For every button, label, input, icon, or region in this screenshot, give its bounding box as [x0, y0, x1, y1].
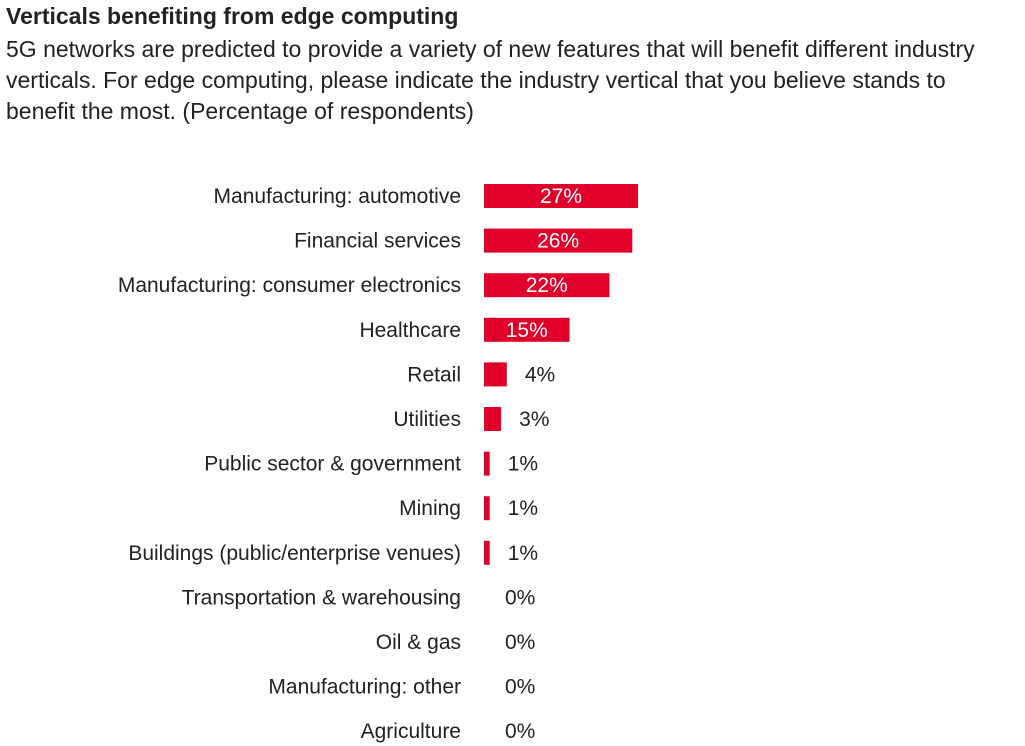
category-label: Manufacturing: consumer electronics: [118, 274, 461, 297]
chart-title: Verticals benefiting from edge computing: [6, 3, 459, 29]
bar: [484, 496, 490, 521]
data-label: 22%: [526, 274, 568, 297]
data-label: 4%: [525, 363, 555, 386]
bar: [484, 540, 490, 565]
bar: [484, 273, 610, 298]
data-label: 0%: [505, 720, 535, 743]
category-label: Healthcare: [359, 319, 461, 342]
bar: [484, 407, 502, 431]
data-label: 0%: [505, 586, 535, 609]
bar: [484, 184, 638, 208]
chart-subtitle: 5G networks are predicted to provide a v…: [6, 36, 975, 124]
data-label: 1%: [508, 453, 538, 476]
category-label: Retail: [407, 363, 461, 386]
category-label: Utilities: [393, 408, 461, 431]
data-label: 1%: [508, 542, 538, 565]
data-label: 27%: [540, 185, 582, 208]
data-label: 1%: [508, 497, 538, 520]
category-label: Manufacturing: other: [268, 676, 461, 699]
data-label: 0%: [505, 676, 535, 699]
data-label: 0%: [505, 631, 535, 654]
data-label: 15%: [506, 319, 548, 342]
bar: [484, 228, 633, 253]
bar: [484, 362, 507, 387]
category-label: Public sector & government: [204, 453, 461, 476]
bar: [484, 451, 490, 476]
category-label: Oil & gas: [376, 631, 461, 654]
category-label: Transportation & warehousing: [182, 586, 461, 609]
category-label: Buildings (public/enterprise venues): [128, 542, 461, 565]
category-label: Mining: [399, 497, 461, 520]
category-label: Financial services: [294, 230, 461, 253]
data-label: 26%: [537, 230, 579, 253]
category-label: Manufacturing: automotive: [214, 185, 461, 208]
data-label: 3%: [519, 408, 549, 431]
category-label: Agriculture: [361, 720, 461, 743]
bar: [484, 317, 570, 342]
